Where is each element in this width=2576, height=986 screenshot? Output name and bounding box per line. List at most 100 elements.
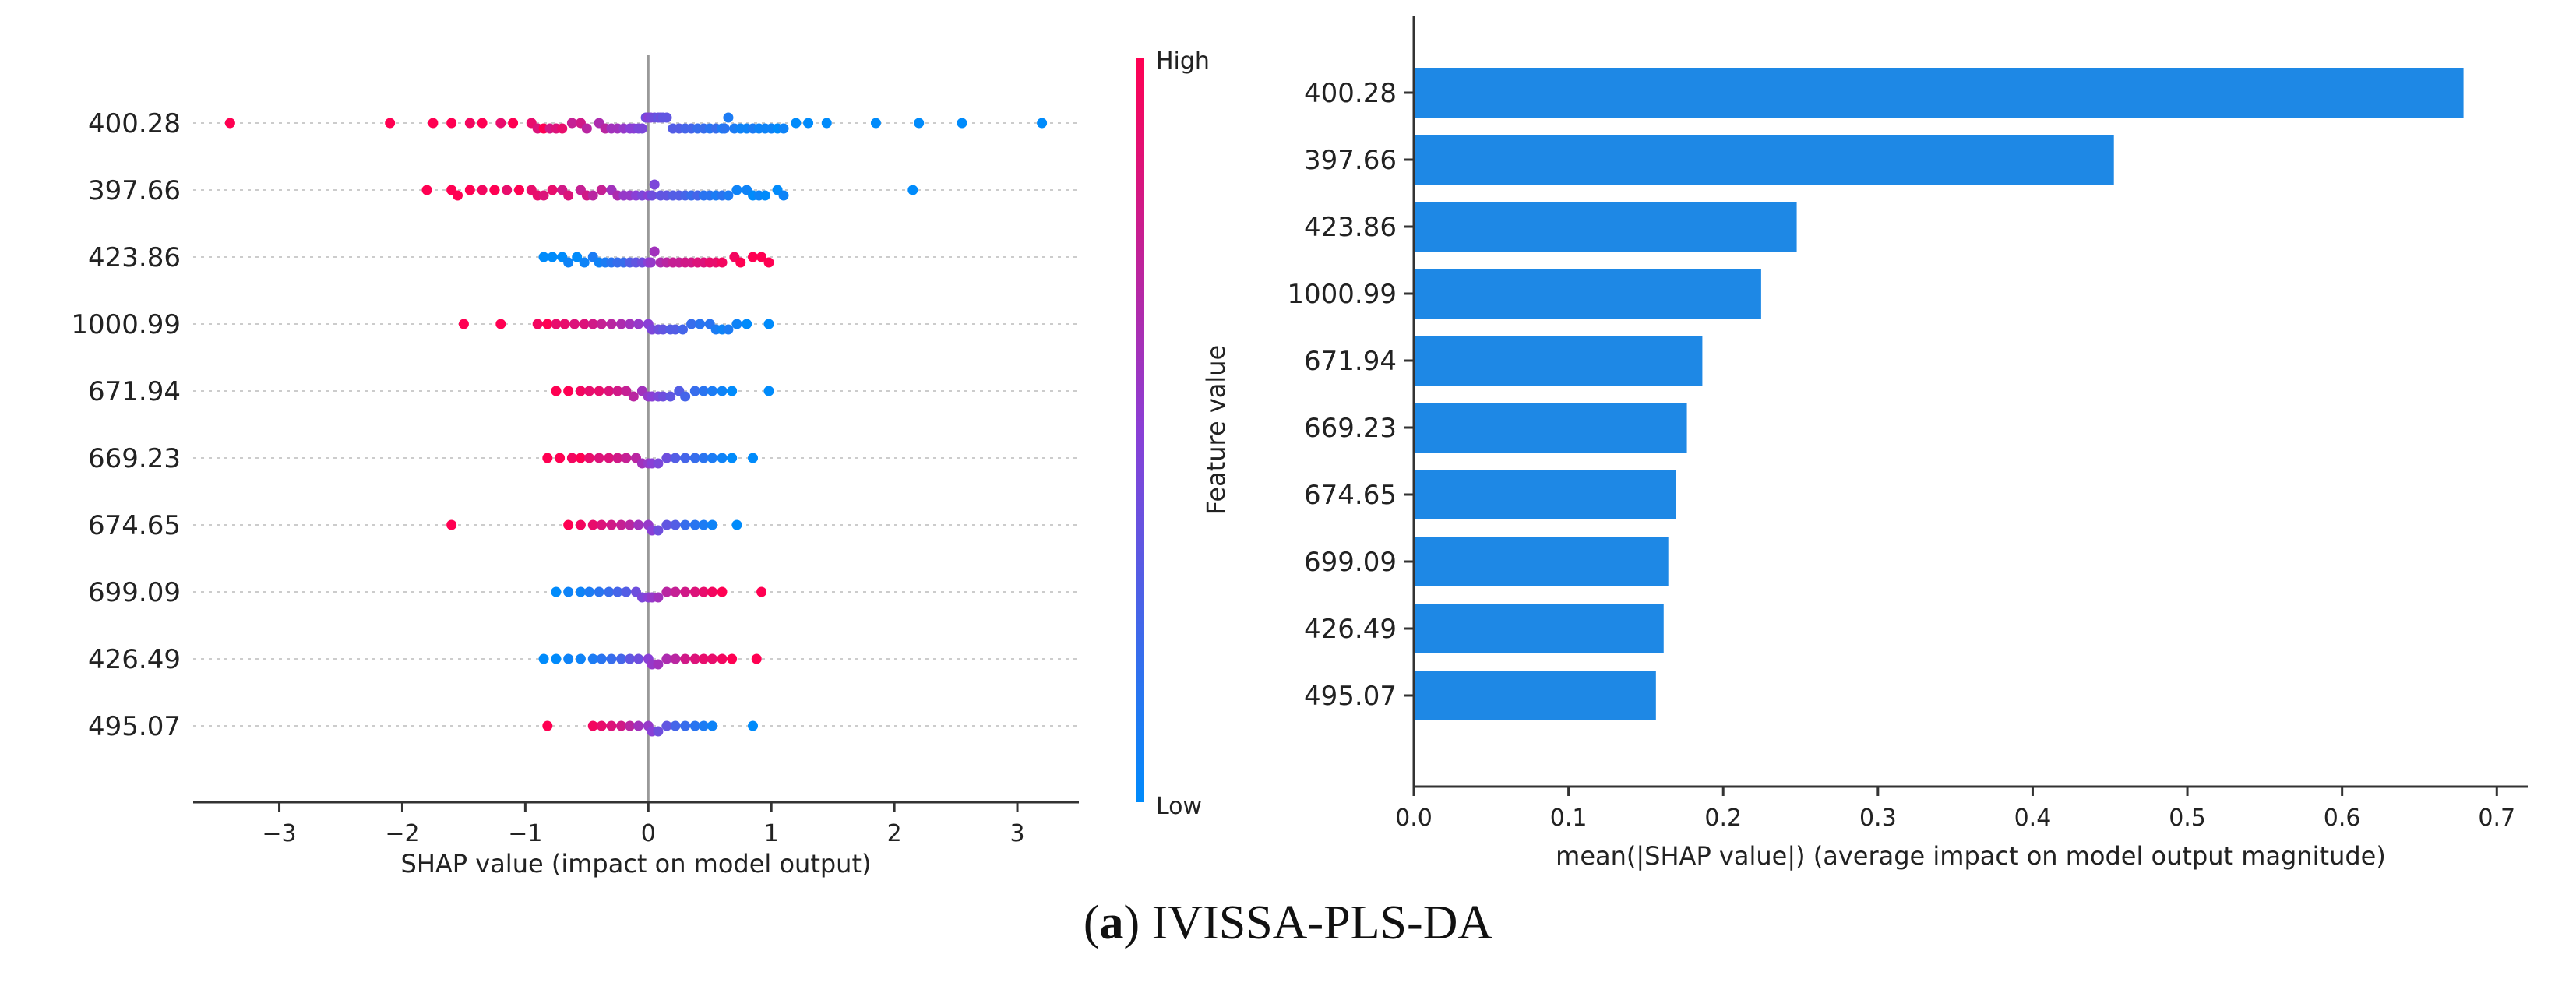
beeswarm-point (763, 319, 774, 329)
beeswarm-point (604, 453, 615, 463)
beeswarm-x-ticks: −3 −2 −1 0 1 2 3 (262, 802, 1025, 847)
beeswarm-point (653, 659, 664, 670)
beeswarm-tick-label: −2 (385, 820, 419, 847)
bar-category-label: 671.94 (1304, 346, 1397, 377)
beeswarm-point (551, 319, 562, 329)
beeswarm-point (594, 586, 604, 597)
bar-tick-label: 0.2 (1704, 805, 1742, 832)
beeswarm-point (464, 185, 475, 195)
bar-category-labels: 400.28 397.66 423.86 1000.99 671.94 669.23 674… (1287, 78, 1414, 712)
beeswarm-row-gridlines (193, 122, 1079, 727)
beeswarm-point (665, 391, 676, 402)
beeswarm-feature-label: 426.49 (88, 644, 181, 675)
beeswarm-point (495, 319, 506, 329)
bar (1415, 671, 1656, 720)
beeswarm-point (579, 257, 590, 268)
beeswarm-point (224, 118, 235, 129)
beeswarm-point (821, 118, 832, 129)
beeswarm-point (657, 324, 668, 335)
beeswarm-point (446, 519, 457, 530)
beeswarm-point (557, 123, 568, 134)
bar-category-label: 1000.99 (1287, 279, 1397, 310)
beeswarm-point (542, 720, 553, 731)
bar (1415, 403, 1687, 453)
beeswarm-point (563, 519, 574, 530)
beeswarm-point (661, 519, 672, 530)
beeswarm-tick-label: −3 (262, 820, 296, 847)
beeswarm-point (385, 118, 396, 129)
bar-tick-label: 0.5 (2169, 805, 2206, 832)
beeswarm-point (698, 519, 709, 530)
beeswarm-feature-label: 495.07 (88, 711, 181, 742)
beeswarm-point (653, 726, 664, 737)
beeswarm-point (742, 319, 752, 329)
beeswarm-point (566, 118, 577, 129)
beeswarm-point (555, 453, 566, 463)
beeswarm-point (583, 453, 594, 463)
beeswarm-point (680, 453, 691, 463)
beeswarm-point (680, 653, 691, 664)
bar (1415, 269, 1761, 319)
beeswarm-point (575, 653, 586, 664)
beeswarm-point (670, 324, 681, 335)
bar-tick-label: 0.1 (1550, 805, 1588, 832)
beeswarm-x-axis-label: SHAP value (impact on model output) (401, 849, 872, 879)
beeswarm-feature-labels: 400.28 397.66 423.86 1000.99 671.94 669.23 674… (71, 108, 181, 742)
beeswarm-point (680, 519, 691, 530)
beeswarm-point (458, 319, 469, 329)
beeswarm-point (596, 185, 607, 195)
bar-tick-label: 0.0 (1395, 805, 1432, 832)
beeswarm-point (612, 453, 623, 463)
bar-bars (1415, 68, 2464, 720)
beeswarm-point (594, 386, 604, 396)
beeswarm-point (616, 319, 627, 329)
beeswarm-point (689, 386, 700, 396)
beeswarm-point (616, 720, 627, 731)
beeswarm-point (661, 720, 672, 731)
beeswarm-point (719, 123, 730, 134)
beeswarm-point (563, 586, 574, 597)
beeswarm-point (661, 453, 672, 463)
bar (1415, 135, 2114, 185)
beeswarm-feature-label: 423.86 (88, 242, 181, 273)
bar-category-label: 699.09 (1304, 547, 1397, 578)
beeswarm-point (551, 386, 562, 396)
beeswarm-point (513, 185, 524, 195)
beeswarm-feature-label: 671.94 (88, 376, 181, 407)
beeswarm-point (680, 720, 691, 731)
beeswarm-point (587, 190, 598, 201)
beeswarm-point (489, 185, 500, 195)
beeswarm-point (647, 190, 657, 201)
figure-caption: (a) IVISSA-PLS-DA (1083, 896, 1493, 949)
beeswarm-point (680, 391, 691, 402)
bar-category-label: 669.23 (1304, 413, 1397, 444)
beeswarm-point (748, 453, 759, 463)
beeswarm-point (559, 319, 570, 329)
shap-beeswarm-chart: 400.28 397.66 423.86 1000.99 671.94 669.23 674… (71, 55, 1079, 879)
beeswarm-point (596, 319, 607, 329)
beeswarm-point (717, 386, 728, 396)
beeswarm-point (625, 653, 636, 664)
bar (1415, 470, 1676, 519)
beeswarm-point (686, 319, 697, 329)
feature-value-colorbar: High Low Feature value (1136, 48, 1231, 820)
beeswarm-point (707, 653, 717, 664)
beeswarm-point (587, 720, 598, 731)
beeswarm-point (717, 586, 728, 597)
beeswarm-point (727, 453, 738, 463)
beeswarm-feature-label: 669.23 (88, 443, 181, 474)
beeswarm-point (653, 458, 664, 469)
beeswarm-point (633, 519, 644, 530)
bar-tick-label: 0.4 (2014, 805, 2052, 832)
beeswarm-point (502, 185, 513, 195)
beeswarm-point (612, 586, 623, 597)
bar-tick-label: 0.6 (2324, 805, 2361, 832)
beeswarm-point (778, 123, 789, 134)
beeswarm-point (453, 190, 463, 201)
beeswarm-point (477, 118, 488, 129)
beeswarm-point (914, 118, 925, 129)
bar-x-ticks: 0.0 0.1 0.2 0.3 0.4 0.5 0.6 0.7 (1395, 787, 2515, 832)
caption-text: IVISSA-PLS-DA (1151, 896, 1493, 949)
bar-category-label: 397.66 (1304, 145, 1397, 176)
beeswarm-feature-label: 674.65 (88, 510, 181, 541)
